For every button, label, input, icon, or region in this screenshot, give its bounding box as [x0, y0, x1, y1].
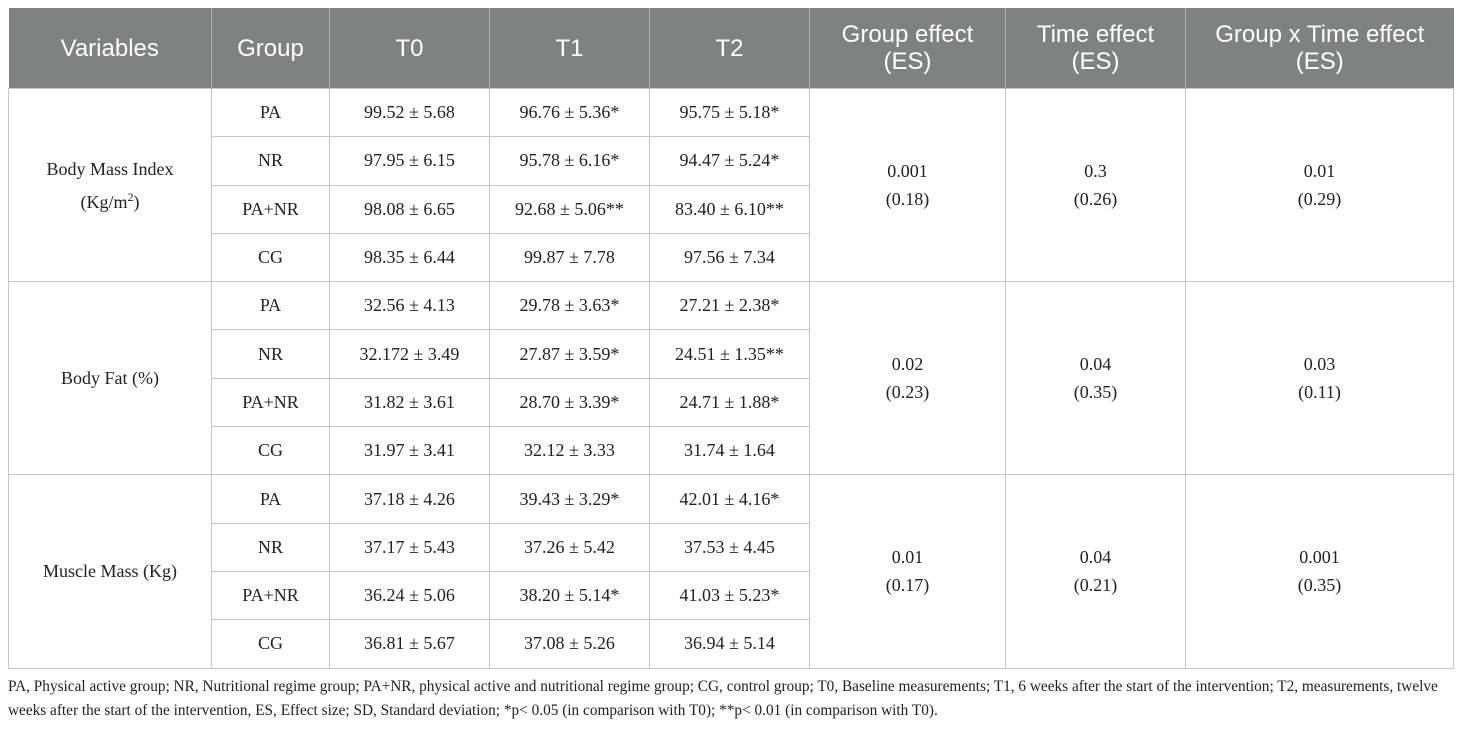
t1-cell: 96.76 ± 5.36*	[489, 87, 650, 138]
table-footnote: PA, Physical active group; NR, Nutrition…	[8, 678, 1438, 719]
t0-cell: 31.97 ± 3.41	[329, 426, 490, 476]
table-row: Muscle Mass (Kg) PA 37.18 ± 4.26 39.43 ±…	[8, 474, 1454, 669]
t1-cell: 37.26 ± 5.42	[489, 522, 650, 572]
t2-cell: 36.94 ± 5.14	[649, 619, 810, 669]
t0-cell: 36.24 ± 5.06	[329, 570, 490, 621]
t2-cell: 42.01 ± 4.16*	[649, 474, 810, 524]
group-cell: PA	[211, 474, 330, 524]
table-row: NR 32.172 ± 3.49 27.87 ± 3.59* 24.51 ± 1…	[9, 329, 1454, 379]
t2-cell: 31.74 ± 1.64	[649, 426, 810, 476]
time-effect-cell: 0.04 (0.35)	[1005, 281, 1186, 476]
t2-cell: 97.56 ± 7.34	[649, 232, 810, 283]
t2-cell: 94.47 ± 5.24*	[649, 136, 810, 186]
t0-cell: 36.81 ± 5.67	[329, 619, 490, 669]
group-cell: CG	[211, 232, 330, 283]
interaction-effect-cell: 0.01 (0.29)	[1185, 87, 1454, 283]
header-interaction-effect: Group x Time effect (ES)	[1185, 8, 1454, 89]
group-cell: PA+NR	[211, 570, 330, 621]
table-row: CG 98.35 ± 6.44 99.87 ± 7.78 97.56 ± 7.3…	[9, 232, 1454, 283]
interaction-effect-cell: 0.001 (0.35)	[1185, 474, 1454, 669]
table-row: Body Mass Index (Kg/m2) PA 99.52 ± 5.68 9…	[8, 87, 1454, 283]
t1-cell: 38.20 ± 5.14*	[489, 570, 650, 621]
group-cell: PA+NR	[211, 184, 330, 234]
table-row: PA+NR 36.24 ± 5.06 38.20 ± 5.14* 41.03 ±…	[9, 570, 1454, 621]
header-t0: T0	[329, 8, 490, 89]
group-cell: NR	[211, 522, 330, 572]
group-effect-cell: 0.001 (0.18)	[809, 87, 1006, 283]
header-group: Group	[211, 8, 330, 89]
group-cell: NR	[211, 136, 330, 186]
t1-cell: 29.78 ± 3.63*	[489, 281, 650, 331]
t2-cell: 24.51 ± 1.35**	[649, 329, 810, 379]
variable-name: Body Mass Index	[46, 158, 174, 179]
table-row: PA+NR 98.08 ± 6.65 92.68 ± 5.06** 83.40 …	[9, 184, 1454, 234]
t1-cell: 37.08 ± 5.26	[489, 619, 650, 669]
results-table: Variables Group T0 T1 T2 Group effect (E…	[8, 8, 1454, 669]
t0-cell: 98.35 ± 6.44	[329, 232, 490, 283]
group-cell: PA	[211, 87, 330, 138]
table-header-row: Variables Group T0 T1 T2 Group effect (E…	[8, 8, 1454, 89]
t1-cell: 28.70 ± 3.39*	[489, 377, 650, 428]
interaction-effect-cell: 0.03 (0.11)	[1185, 281, 1454, 476]
t0-cell: 37.17 ± 5.43	[329, 522, 490, 572]
t1-cell: 92.68 ± 5.06**	[489, 184, 650, 234]
header-group-effect: Group effect (ES)	[809, 8, 1006, 89]
table-row: CG 31.97 ± 3.41 32.12 ± 3.33 31.74 ± 1.6…	[9, 426, 1454, 476]
time-effect-cell: 0.04 (0.21)	[1005, 474, 1186, 669]
t2-cell: 41.03 ± 5.23*	[649, 570, 810, 621]
t1-cell: 32.12 ± 3.33	[489, 426, 650, 476]
t0-cell: 32.56 ± 4.13	[329, 281, 490, 331]
t1-cell: 99.87 ± 7.78	[489, 232, 650, 283]
header-t2: T2	[649, 8, 810, 89]
table-row: CG 36.81 ± 5.67 37.08 ± 5.26 36.94 ± 5.1…	[9, 619, 1454, 669]
t1-cell: 27.87 ± 3.59*	[489, 329, 650, 379]
t2-cell: 83.40 ± 6.10**	[649, 184, 810, 234]
t2-cell: 24.71 ± 1.88*	[649, 377, 810, 428]
group-cell: CG	[211, 619, 330, 669]
header-t1: T1	[489, 8, 650, 89]
t2-cell: 95.75 ± 5.18*	[649, 87, 810, 138]
t2-cell: 27.21 ± 2.38*	[649, 281, 810, 331]
variable-cell: Muscle Mass (Kg)	[8, 474, 212, 669]
group-effect-cell: 0.02 (0.23)	[809, 281, 1006, 476]
t1-cell: 39.43 ± 3.29*	[489, 474, 650, 524]
group-cell: NR	[211, 329, 330, 379]
table-row: NR 97.95 ± 6.15 95.78 ± 6.16* 94.47 ± 5.…	[9, 136, 1454, 186]
t0-cell: 98.08 ± 6.65	[329, 184, 490, 234]
table-row: NR 37.17 ± 5.43 37.26 ± 5.42 37.53 ± 4.4…	[9, 522, 1454, 572]
group-cell: CG	[211, 426, 330, 476]
t0-cell: 37.18 ± 4.26	[329, 474, 490, 524]
variable-cell: Body Fat (%)	[8, 281, 212, 476]
time-effect-cell: 0.3 (0.26)	[1005, 87, 1186, 283]
group-cell: PA	[211, 281, 330, 331]
table-row: Body Fat (%) PA 32.56 ± 4.13 29.78 ± 3.6…	[8, 281, 1454, 476]
header-time-effect: Time effect (ES)	[1005, 8, 1186, 89]
t0-cell: 99.52 ± 5.68	[329, 87, 490, 138]
variable-cell: Body Mass Index (Kg/m2)	[8, 87, 212, 283]
group-effect-cell: 0.01 (0.17)	[809, 474, 1006, 669]
t0-cell: 31.82 ± 3.61	[329, 377, 490, 428]
table-row: PA+NR 31.82 ± 3.61 28.70 ± 3.39* 24.71 ±…	[9, 377, 1454, 428]
t0-cell: 32.172 ± 3.49	[329, 329, 490, 379]
t0-cell: 97.95 ± 6.15	[329, 136, 490, 186]
t2-cell: 37.53 ± 4.45	[649, 522, 810, 572]
header-variables: Variables	[8, 8, 212, 89]
group-cell: PA+NR	[211, 377, 330, 428]
variable-unit: (Kg/m2)	[80, 189, 140, 212]
t1-cell: 95.78 ± 6.16*	[489, 136, 650, 186]
